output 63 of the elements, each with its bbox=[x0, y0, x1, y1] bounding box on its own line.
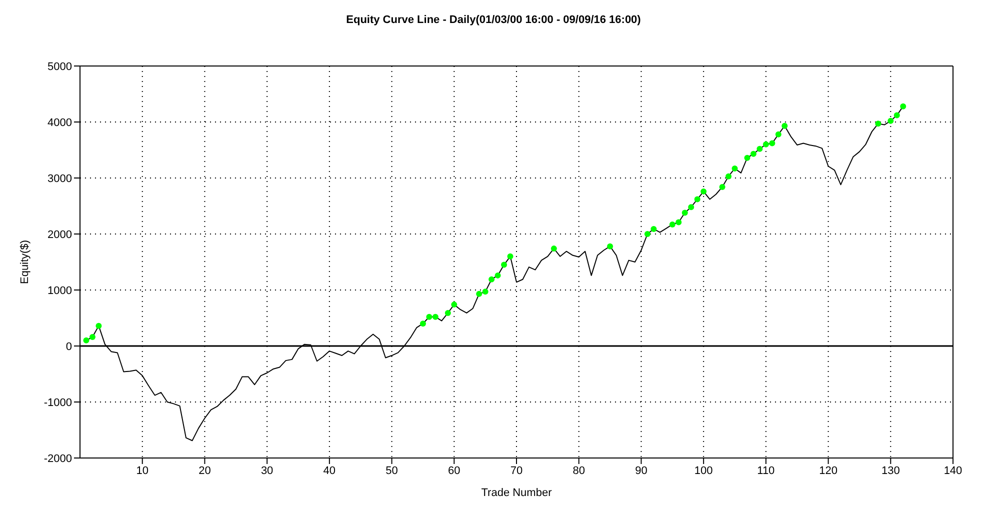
y-tick-label: -1000 bbox=[44, 396, 72, 409]
chart-title: Equity Curve Line - Daily(01/03/00 16:00 - 09/09/16 16:00) bbox=[345, 13, 642, 28]
point bbox=[444, 310, 451, 316]
x-tick-label: 70 bbox=[510, 464, 523, 477]
y-tick-label: 3000 bbox=[48, 172, 72, 185]
y-tick-label: 0 bbox=[66, 340, 72, 353]
x-tick-label: 90 bbox=[635, 464, 648, 477]
y-tick-label: 2000 bbox=[48, 228, 72, 241]
point bbox=[501, 262, 508, 268]
point bbox=[426, 314, 432, 320]
point bbox=[669, 221, 676, 228]
point bbox=[775, 131, 782, 138]
point bbox=[89, 334, 96, 340]
x-tick-label: 40 bbox=[323, 464, 336, 477]
point bbox=[888, 118, 894, 124]
x-tick-label: 60 bbox=[448, 464, 460, 477]
x-tick-label: 100 bbox=[694, 464, 713, 477]
y-tick-label: -2000 bbox=[44, 452, 72, 465]
point bbox=[607, 243, 614, 250]
y-tick-label: 1000 bbox=[48, 284, 72, 297]
point bbox=[650, 226, 657, 232]
y-tick-label: 5000 bbox=[48, 60, 72, 73]
x-tick-label: 130 bbox=[881, 464, 900, 477]
point bbox=[750, 150, 756, 157]
point bbox=[894, 112, 900, 118]
point bbox=[875, 120, 882, 127]
point bbox=[694, 196, 700, 202]
x-tick-label: 20 bbox=[198, 464, 211, 477]
point bbox=[900, 103, 906, 110]
point bbox=[83, 337, 90, 344]
point bbox=[744, 154, 750, 161]
x-tick-label: 80 bbox=[572, 464, 585, 477]
point bbox=[96, 322, 102, 329]
point bbox=[644, 231, 650, 237]
point bbox=[726, 173, 732, 180]
point bbox=[482, 288, 488, 295]
point bbox=[494, 272, 501, 278]
point bbox=[451, 302, 458, 308]
x-tick-label: 10 bbox=[136, 464, 148, 477]
point bbox=[550, 246, 557, 252]
point bbox=[432, 314, 438, 320]
point bbox=[732, 165, 738, 172]
x-tick-label: 120 bbox=[819, 464, 838, 477]
point bbox=[700, 188, 707, 194]
point bbox=[676, 219, 682, 226]
point bbox=[507, 253, 514, 260]
x-tick-label: 30 bbox=[260, 464, 274, 477]
y-axis-title: Equity($) bbox=[18, 240, 31, 284]
x-tick-label: 140 bbox=[944, 464, 962, 477]
point bbox=[719, 184, 726, 190]
x-axis-title: Trade Number bbox=[481, 487, 552, 499]
x-tick-label: 50 bbox=[386, 464, 398, 477]
point bbox=[420, 320, 426, 327]
point bbox=[476, 290, 482, 297]
y-tick-label: 4000 bbox=[48, 116, 72, 129]
point bbox=[762, 141, 769, 148]
point bbox=[782, 122, 788, 129]
point bbox=[488, 276, 495, 282]
point bbox=[769, 140, 776, 146]
x-tick-label: 110 bbox=[757, 464, 775, 477]
point bbox=[688, 204, 694, 210]
point bbox=[682, 210, 688, 216]
point bbox=[756, 146, 763, 152]
